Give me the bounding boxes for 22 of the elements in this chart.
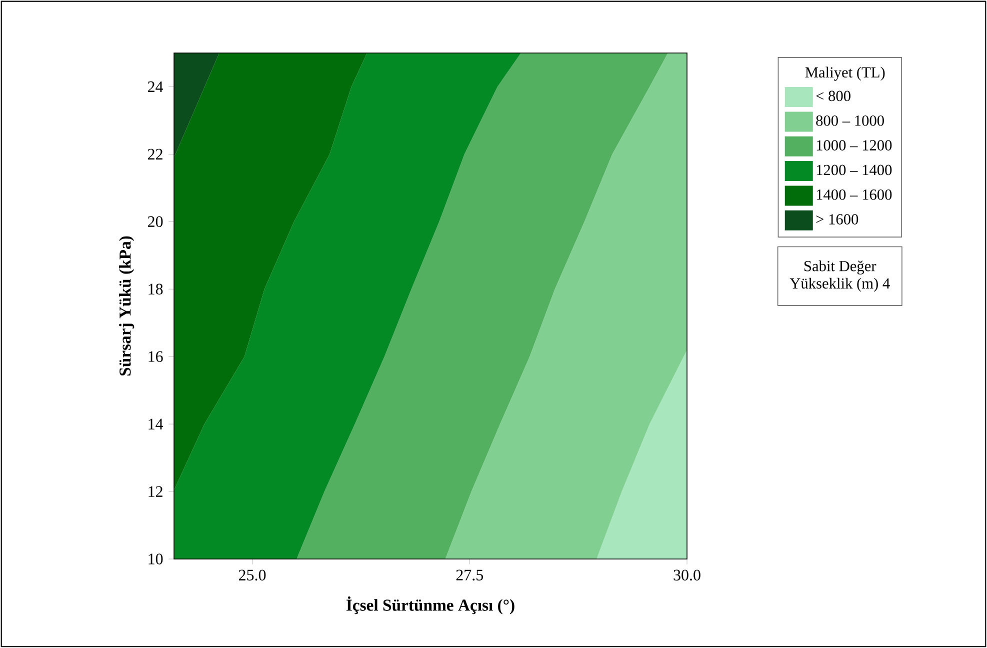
y-tick-label: 14 (148, 418, 164, 430)
legend-label: > 1600 (816, 214, 858, 224)
y-axis-title: Sürsarj Yükü (kPa) (119, 236, 134, 376)
y-tick-label: 20 (148, 216, 163, 228)
legend-label: 1400 – 1600 (816, 189, 892, 200)
x-tick-label: 25.0 (238, 570, 266, 581)
legend-label: 1000 – 1200 (816, 140, 892, 150)
legend-label: 800 – 1000 (816, 115, 884, 126)
text: Sabit Değer (804, 260, 876, 274)
x-tick-label: 27.5 (456, 570, 484, 581)
y-tick-label: 16 (148, 351, 163, 362)
legend-label: < 800 (816, 90, 850, 102)
y-tick-label: 18 (148, 284, 163, 295)
y-tick-label: 10 (148, 554, 163, 564)
y-tick-label: 24 (148, 81, 164, 92)
x-tick-label: 30.0 (674, 570, 700, 581)
y-tick-label: 12 (148, 486, 162, 497)
text: Yükseklik (m) 4 (790, 278, 890, 292)
legend-title: Maliyet (TL) (805, 66, 885, 81)
x-axis-title: İçsel Sürtünme Açısı (°) (346, 596, 514, 614)
legend-label: 1200 – 1400 (816, 164, 892, 176)
y-tick-label: 22 (148, 148, 162, 160)
